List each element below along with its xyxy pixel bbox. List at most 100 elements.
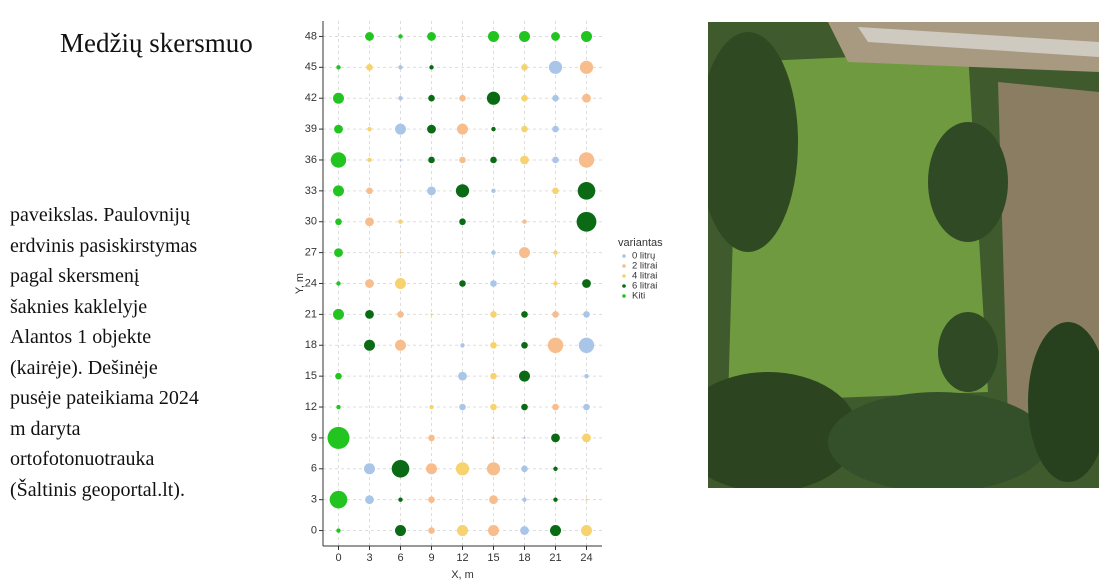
bubble [519,370,530,382]
bubble [552,156,559,164]
bubble [520,155,529,165]
x-tick-label: 0 [335,552,341,564]
caption-line: erdvinis pasiskirstymas [10,234,198,257]
bubble [365,32,374,41]
bubble [492,436,495,440]
bubble [327,426,350,449]
y-tick-label: 15 [305,370,317,382]
bubble [427,32,436,41]
bubble [553,497,558,502]
bubble [551,32,560,41]
y-axis-label: Y, m [294,273,306,294]
y-tick-label: 33 [305,185,317,197]
bubble [364,339,375,351]
bubble [391,459,410,478]
bubble [577,182,596,200]
bubble [426,463,437,475]
bubble [585,498,588,501]
bubble [519,30,530,42]
y-tick-label: 39 [305,123,317,135]
x-tick-label: 3 [366,552,372,564]
bubble [488,525,499,537]
x-tick-label: 18 [518,552,530,564]
bubble [548,60,563,74]
bubble [459,280,466,287]
bubble [366,187,373,195]
bubble [578,152,595,168]
bubble [581,30,592,42]
bubble [490,311,497,318]
bubble [459,403,466,411]
bubble [582,279,591,288]
bubble [367,126,372,132]
bubble [553,466,558,471]
bubble [490,372,497,380]
bubble [486,91,501,105]
legend-label: 4 litrai [632,271,657,282]
bubble [490,341,497,349]
bubble [330,152,347,168]
bubble [553,250,558,255]
bubble [521,94,528,102]
y-tick-label: 30 [305,216,317,228]
bubble [553,281,558,286]
caption-line: Alantos 1 objekte [10,326,152,348]
bubble [430,313,433,316]
y-tick-label: 27 [305,247,317,259]
y-tick-label: 42 [305,92,317,104]
legend-swatch [622,294,626,298]
bubble [398,497,403,502]
y-tick-label: 6 [311,463,317,475]
bubble [490,403,497,411]
bubble [367,157,372,163]
bubble [395,339,406,351]
bubble [427,186,436,196]
x-tick-label: 15 [487,552,499,564]
caption-line: (Šaltinis geoportal.lt). [10,478,185,501]
bubble [428,434,435,442]
y-tick-label: 45 [305,61,317,73]
bubble [429,404,434,410]
legend-label: 2 litrai [632,261,657,272]
bubble [522,219,527,224]
bubble [491,188,496,194]
bubble [584,373,589,379]
bubble [334,248,343,258]
bubble [365,217,374,227]
bubble [459,156,466,164]
bubble [491,250,496,255]
bubble [333,185,344,197]
bubble [457,123,468,135]
bubble [399,251,402,254]
x-tick-label: 9 [428,552,434,564]
bubble [336,65,341,70]
bubble [579,60,594,74]
bubble [336,281,341,286]
bubble [582,93,591,103]
bubble [522,497,527,502]
y-tick-label: 18 [305,339,317,351]
bubble [335,218,342,226]
bubble [488,30,499,42]
bubble [552,187,559,195]
bubble [521,125,528,133]
x-tick-label: 6 [397,552,403,564]
bubble [427,124,436,134]
bubble [552,94,559,102]
bubble [582,433,591,443]
y-tick-label: 24 [305,277,317,289]
bubble [399,158,402,162]
legend-swatch [622,284,626,288]
title: Medžių skersmuo [60,28,253,58]
legend-label: Kiti [632,291,645,302]
legend-title: variantas [618,237,663,249]
bubble [365,495,374,505]
bubble [398,96,403,101]
bubble [329,490,348,509]
x-tick-label: 24 [580,552,592,564]
bubble [335,372,342,380]
x-axis-label: X, m [451,569,474,581]
bubble [552,125,559,133]
